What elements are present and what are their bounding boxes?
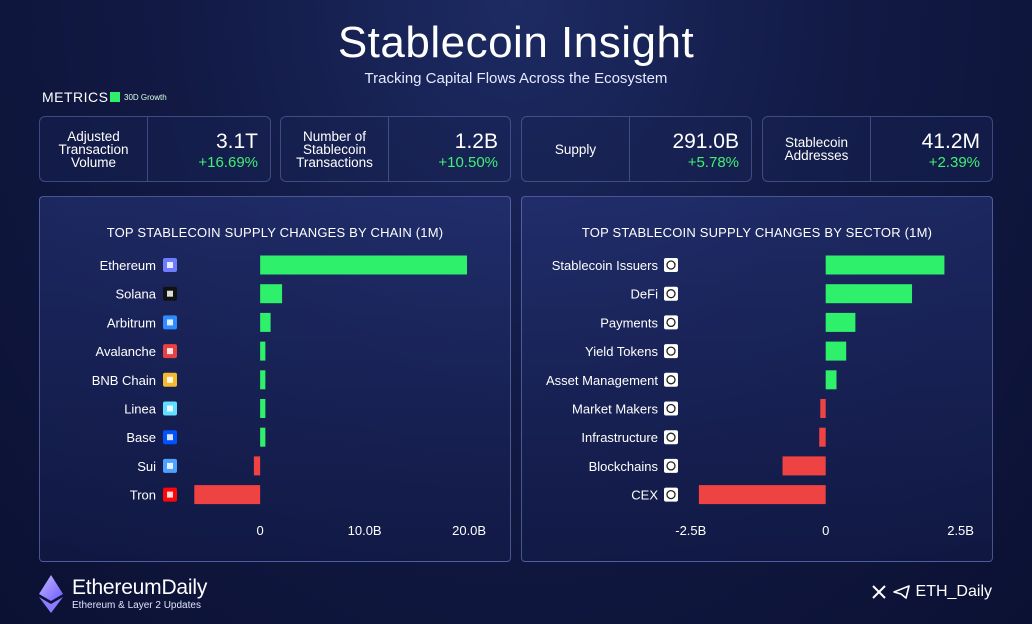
brand-name: EthereumDaily [72,576,208,599]
metric-card-addresses: Stablecoin Addresses 41.2M +2.39% [762,116,993,182]
category-label: Linea [124,402,157,417]
x-tick-label: 10.0B [348,523,382,538]
x-tick-label: 0 [257,523,264,538]
market-makers-icon [664,401,678,416]
bar [825,255,945,275]
category-label: Avalanche [96,344,156,359]
chain-chart: Ethereum Solana Arbitrum Avalanche BNB Chain… [92,255,486,538]
chain-chart-title: TOP STABLECOIN SUPPLY CHANGES BY CHAIN (… [106,225,444,240]
sui-icon [163,458,177,473]
bar [260,255,468,275]
metrics-label: METRICS [42,89,109,105]
category-label: CEX [631,488,658,503]
brand-tagline: Ethereum & Layer 2 Updates [72,600,201,611]
bar [825,312,856,332]
bar [260,312,271,332]
x-tick-label: 0 [822,523,829,538]
category-label: Sui [137,459,156,474]
bar [782,456,826,476]
category-label: Base [126,430,156,445]
category-label: Asset Management [546,373,658,388]
category-label: Solana [116,287,157,302]
metric-value: 41.2M [921,130,980,153]
blockchains-icon [664,458,678,473]
metric-card-volume: Adjusted Transaction Volume 3.1T +16.69% [39,116,271,182]
metric-label: Supply [522,117,630,181]
arbitrum-icon [163,315,177,330]
metric-label: Number of Stablecoin Transactions [281,117,389,181]
bar [825,284,913,304]
metric-card-transactions: Number of Stablecoin Transactions 1.2B +… [280,116,511,182]
bar [260,284,283,304]
sector-chart-panel: TOP STABLECOIN SUPPLY CHANGES BY SECTOR … [521,196,993,562]
x-icon [871,585,886,599]
bar [820,399,826,418]
avalanche-icon [163,344,177,359]
telegram-icon [892,585,910,599]
base-icon [163,430,177,445]
metric-label: Adjusted Transaction Volume [40,117,148,181]
metric-value: 3.1T [215,130,258,153]
bnb-chain-icon [163,372,177,387]
ethereum-icon [163,258,177,272]
metric-card-supply: Supply 291.0B +5.78% [521,116,752,182]
category-label: Stablecoin Issuers [552,258,659,273]
defi-icon [664,286,678,301]
growth-legend-label: 30D Growth [124,93,167,102]
metric-label: Stablecoin Addresses [763,117,871,181]
ethereum-daily-logo-icon [39,575,63,613]
page-subtitle: Tracking Capital Flows Across the Ecosys… [364,70,668,87]
solana-icon [163,286,177,301]
x-tick-label: -2.5B [675,523,706,538]
page-title: Stablecoin Insight [337,18,695,67]
infrastructure-icon [664,430,678,445]
category-label: Arbitrum [107,315,156,330]
sector-chart-title: TOP STABLECOIN SUPPLY CHANGES BY SECTOR … [581,225,933,240]
bar [825,341,847,361]
category-label: BNB Chain [92,373,156,388]
category-label: Payments [600,315,658,330]
category-label: Market Makers [572,402,658,417]
bar [819,427,826,447]
bar [260,427,266,447]
category-label: Tron [130,488,156,503]
yield-tokens-icon [664,344,678,359]
metric-value: 291.0B [672,130,739,153]
social-handle-text: ETH_Daily [915,583,992,600]
issuers-icon [664,258,678,272]
metric-change: +10.50% [438,154,498,171]
x-tick-label: 2.5B [947,523,974,538]
tron-icon [163,487,177,502]
category-label: Infrastructure [581,430,658,445]
metric-change: +16.69% [198,154,258,171]
bar [194,485,261,505]
metric-change: +2.39% [928,154,980,171]
linea-icon [163,401,177,416]
x-tick-label: 20.0B [452,523,486,538]
category-label: Yield Tokens [585,344,658,359]
payments-icon [664,315,678,330]
chain-chart-panel: TOP STABLECOIN SUPPLY CHANGES BY CHAIN (… [39,196,511,562]
asset-management-icon [664,372,678,387]
growth-legend-swatch [110,92,120,102]
metric-change: +5.78% [687,154,739,171]
social-handle[interactable]: ETH_Daily [871,583,992,601]
sector-chart: Stablecoin Issuers DeFi Payments Yield Toke… [546,255,974,538]
bar [260,341,266,361]
category-label: Ethereum [100,258,156,273]
bar [260,399,266,418]
bar [698,485,826,505]
category-label: Blockchains [589,459,659,474]
cex-icon [664,487,678,502]
metric-value: 1.2B [454,130,498,153]
bar [260,370,266,390]
bar [825,370,837,390]
category-label: DeFi [631,287,659,302]
bar [253,456,261,476]
